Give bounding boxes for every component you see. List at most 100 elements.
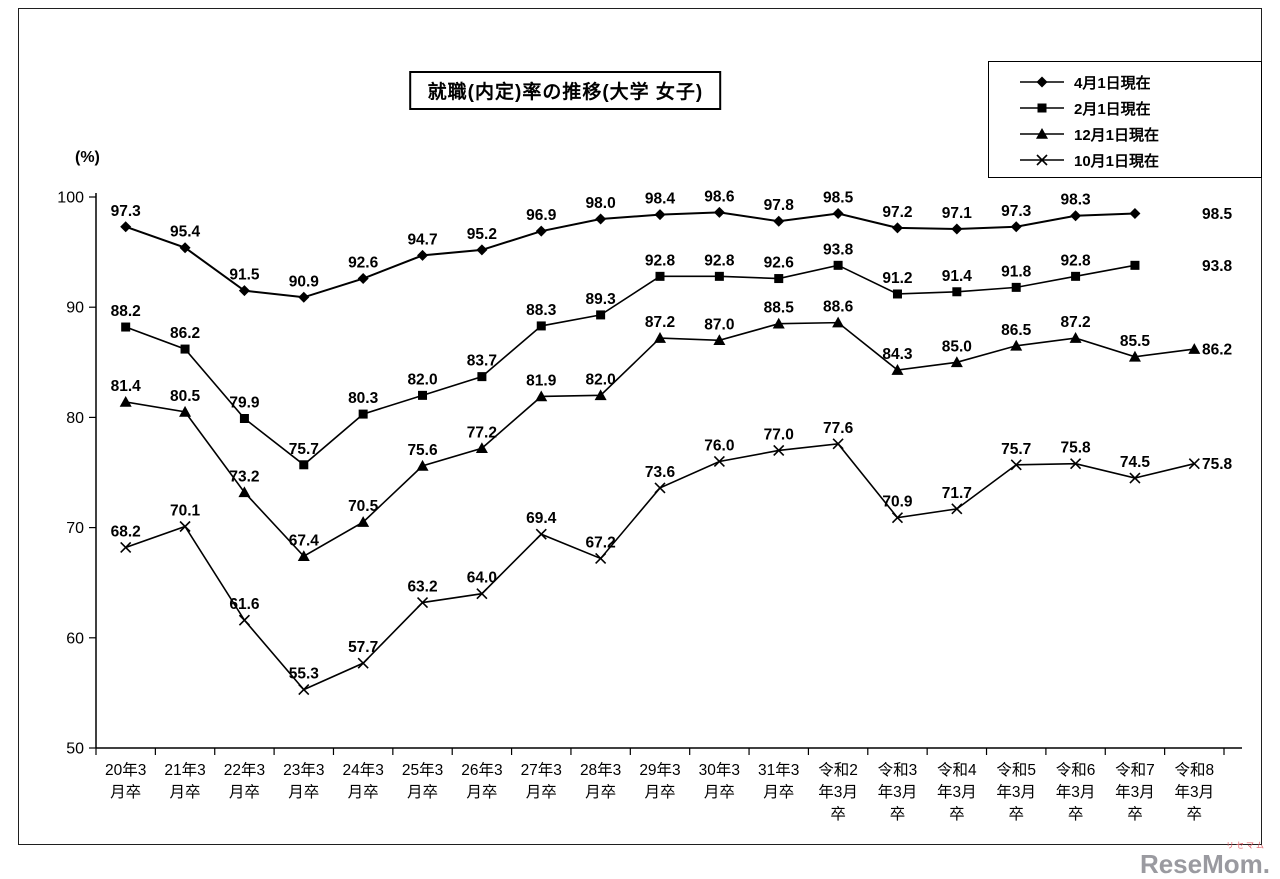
triangle-marker (179, 405, 192, 417)
data-label: 88.3 (526, 302, 557, 319)
data-label: 86.5 (1001, 322, 1032, 339)
data-label: 98.5 (1202, 206, 1233, 223)
y-tick-label: 80 (66, 410, 84, 427)
data-label: 75.6 (407, 442, 438, 459)
y-tick-label: 70 (66, 520, 84, 537)
x-category-label: 卒 (830, 805, 846, 823)
data-label: 85.0 (942, 338, 972, 355)
series-oct1: 68.2 70.1 61.6 55.3 57.7 63.2 64.0 69.4 67.2 73.6… (111, 420, 1233, 696)
x-legend-marker (1020, 154, 1064, 166)
data-label: 70.1 (170, 502, 201, 519)
data-label: 95.2 (467, 226, 497, 243)
series-dec1: 81.4 80.5 73.2 67.4 70.5 75.6 77.2 81.9 82.0 87.2… (111, 299, 1232, 562)
series-line (125, 211, 1135, 299)
square-marker (1011, 282, 1021, 292)
data-label: 73.2 (229, 468, 259, 485)
x-marker-stroke (416, 596, 429, 609)
triangle-marker (654, 332, 666, 343)
x-category-label: 月卒 (526, 783, 557, 801)
x-category-label: 24年3 (342, 761, 383, 779)
triangle-marker (713, 334, 726, 346)
x-category-label: 月卒 (229, 783, 260, 801)
x-category-label: 年3月 (937, 783, 977, 801)
x-category-label: 月卒 (170, 783, 201, 801)
data-label: 97.3 (1001, 203, 1032, 220)
data-label: 96.9 (526, 207, 557, 224)
data-label: 80.3 (348, 390, 379, 407)
triangle-marker (772, 317, 785, 329)
diamond-marker (1036, 76, 1048, 88)
data-label: 90.9 (289, 273, 320, 290)
x-category-label: 卒 (1068, 805, 1084, 823)
square-marker (121, 322, 131, 332)
data-label: 64.0 (467, 570, 497, 587)
logo-wordmark: ReseMom (1139, 849, 1263, 879)
data-label: 80.5 (170, 388, 201, 405)
data-label: 75.8 (1202, 456, 1233, 473)
legend-label: 2月1日現在 (1074, 100, 1151, 118)
x-category-label: 30年3 (699, 761, 740, 779)
x-marker-stroke (773, 444, 785, 457)
logo-reading: リセマム (1226, 841, 1266, 850)
data-label: 92.6 (764, 255, 795, 272)
data-label: 76.0 (704, 437, 734, 454)
x-marker-stroke (238, 614, 250, 626)
diamond-marker (595, 213, 607, 225)
data-label: 97.2 (882, 204, 912, 221)
data-label: 57.7 (348, 639, 378, 656)
x-category-label: 月卒 (407, 783, 438, 801)
data-label: 92.6 (348, 255, 379, 272)
diamond-marker (832, 208, 844, 220)
diamond-marker (773, 215, 785, 227)
diamond-marker (1129, 208, 1141, 220)
x-category-label: 月卒 (704, 783, 735, 801)
square-legend-marker (1020, 103, 1064, 113)
square-marker (952, 287, 962, 297)
x-category-label: 月卒 (466, 783, 497, 801)
data-label: 87.2 (1060, 314, 1090, 331)
x-category-label: 月卒 (348, 783, 379, 801)
x-marker-stroke (1129, 472, 1141, 484)
square-marker (477, 372, 487, 382)
triangle-marker (238, 486, 251, 498)
square-marker (655, 271, 665, 281)
x-category-label: 令和6 (1056, 761, 1096, 779)
logo-text: ReseMom. (1140, 849, 1270, 879)
line-chart-plot: 50 60 70 80 90 100 20年3 月卒 21年3 月卒 22年3 月卒 23年3 月卒 24年… (57, 188, 1242, 823)
x-category-label: 月卒 (585, 783, 616, 801)
x-category-label: 卒 (949, 805, 965, 823)
legend-items: 4月1日現在 2月1日現在 12月1日現在 10月1日現在 (1019, 69, 1261, 173)
diamond-marker (1010, 221, 1022, 233)
y-axis-unit-label: (%) (75, 149, 100, 166)
triangle-marker (1036, 128, 1048, 139)
x-marker-stroke (595, 552, 607, 565)
logo-period: . (1262, 849, 1270, 879)
legend-item-dec1: 12月1日現在 (1019, 121, 1261, 147)
legend-label: 12月1日現在 (1074, 126, 1160, 144)
x-marker-stroke (535, 528, 547, 540)
x-category-label: 年3月 (1175, 783, 1215, 801)
series-apr1: 97.3 95.4 91.5 90.9 92.6 94.7 95.2 96.9 98.0 98.4… (111, 188, 1233, 303)
data-label: 94.7 (407, 231, 437, 248)
diamond-marker (713, 206, 725, 218)
x-category-label: 23年3 (283, 761, 324, 779)
square-marker (418, 390, 428, 400)
data-label: 98.5 (823, 190, 854, 207)
series-line (125, 321, 1195, 558)
data-label: 87.2 (645, 314, 675, 331)
triangle-marker (357, 516, 370, 527)
diamond-marker (1070, 210, 1082, 222)
data-label: 75.7 (289, 441, 319, 458)
square-marker (596, 310, 606, 320)
data-label: 89.3 (586, 291, 617, 308)
x-category-label: 月卒 (288, 783, 319, 801)
x-marker-stroke (1010, 459, 1022, 471)
data-label: 81.4 (111, 378, 142, 395)
data-label: 95.4 (170, 224, 201, 241)
diamond-marker (417, 249, 429, 261)
x-marker-stroke (1188, 458, 1200, 470)
x-category-label: 年3月 (1115, 783, 1155, 801)
x-marker-stroke (476, 588, 488, 600)
data-label: 91.4 (942, 268, 973, 285)
x-category-label: 令和3 (878, 761, 918, 779)
